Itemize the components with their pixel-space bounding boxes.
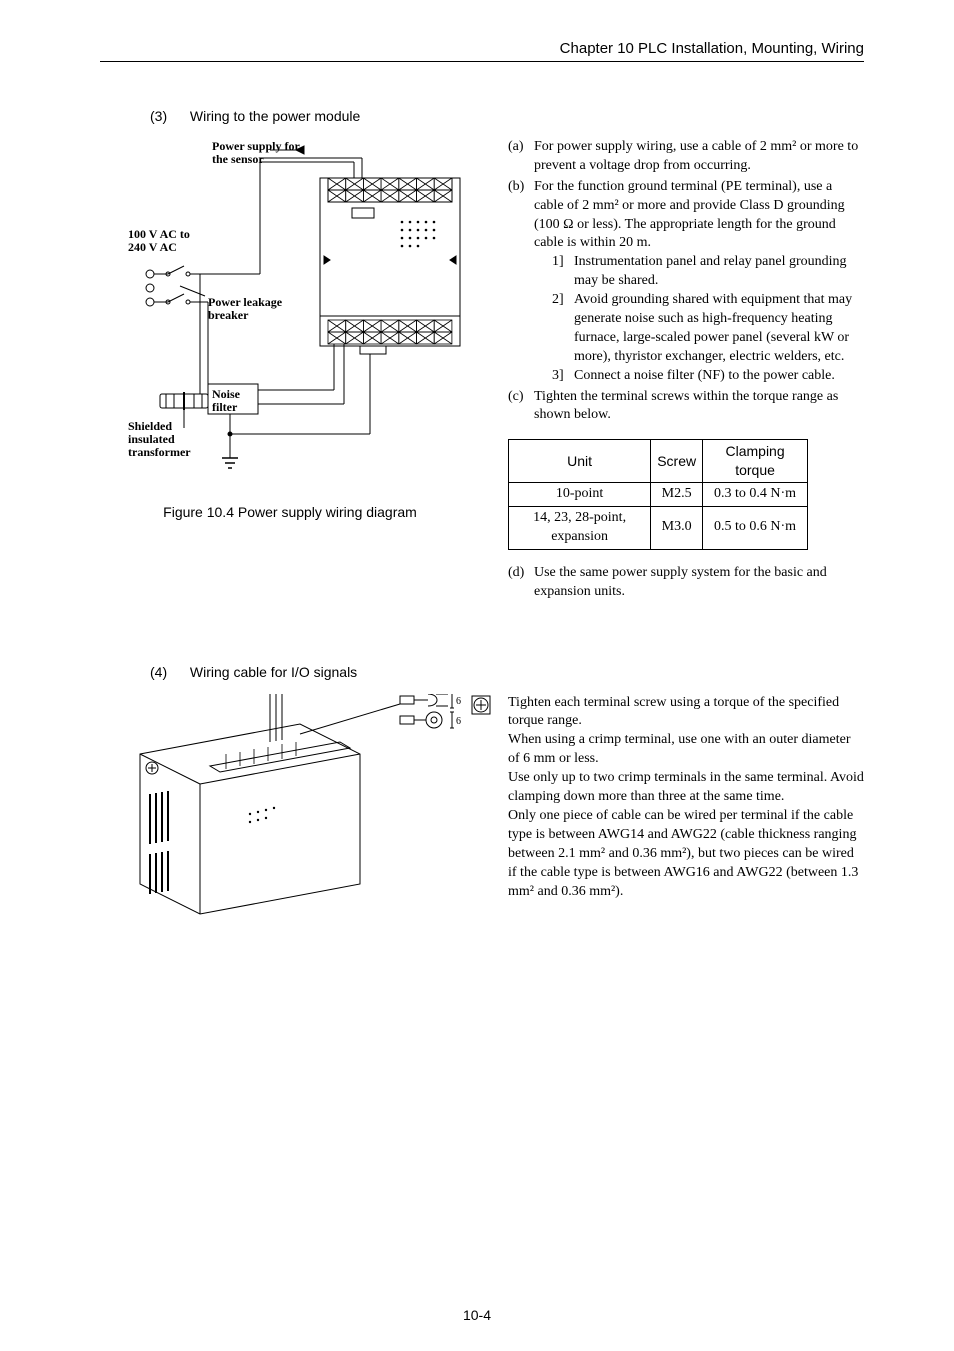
para-1: Tighten each terminal screw using a torq… (508, 694, 864, 732)
cell: 10-point (509, 483, 651, 507)
section4-diagram-column: 6 6 (100, 694, 480, 954)
para-4: Only one piece of cable can be wired per… (508, 807, 864, 901)
wiring-diagram-svg (100, 138, 480, 498)
cell: 0.5 to 0.6 N·m (703, 507, 808, 550)
section3-title: (3) Wiring to the power module (150, 108, 864, 124)
sub-2-text: Avoid grounding shared with equipment th… (574, 291, 864, 367)
para-3: Use only up to two crimp terminals in th… (508, 769, 864, 807)
th-screw: Screw (651, 440, 703, 483)
cell: M3.0 (651, 507, 703, 550)
item-a-text: For power supply wiring, use a cable of … (534, 138, 864, 176)
page-number: 10-4 (0, 1307, 954, 1323)
io-diagram-svg: 6 6 (100, 694, 520, 954)
item-c-label: (c) (508, 388, 534, 426)
section3-diagram-column: Power supply for the sensor 100 V AC to … (100, 138, 480, 604)
screw-torque-table: Unit Screw Clamping torque 10-point M2.5… (508, 439, 808, 549)
sub-3-text: Connect a noise filter (NF) to the power… (574, 367, 864, 386)
section4-text-column: Tighten each terminal screw using a torq… (508, 694, 864, 954)
table-row: 10-point M2.5 0.3 to 0.4 N·m (509, 483, 808, 507)
crimp-dim-6: 6 (456, 696, 461, 707)
item-d-label: (d) (508, 564, 534, 602)
sub-3-label: 3] (552, 367, 574, 386)
io-diagram: 6 6 (100, 694, 480, 954)
item-a-label: (a) (508, 138, 534, 176)
cell: M2.5 (651, 483, 703, 507)
th-torque: Clamping torque (703, 440, 808, 483)
wiring-diagram: Power supply for the sensor 100 V AC to … (100, 138, 480, 498)
item-b-body: For the function ground terminal (PE ter… (534, 179, 845, 251)
cell: 14, 23, 28-point, expansion (509, 507, 651, 550)
chapter-header: Chapter 10 PLC Installation, Mounting, W… (100, 40, 864, 62)
th-unit: Unit (509, 440, 651, 483)
sub-1-label: 1] (552, 253, 574, 291)
crimp-dim-6b: 6 (456, 716, 461, 727)
section4-title-text: Wiring cable for I/O signals (190, 664, 357, 680)
table-row: 14, 23, 28-point, expansion M3.0 0.5 to … (509, 507, 808, 550)
section4-title: (4) Wiring cable for I/O signals (150, 664, 864, 680)
section3-title-text: Wiring to the power module (190, 108, 360, 124)
section4-number: (4) (150, 664, 186, 680)
sub-1-text: Instrumentation panel and relay panel gr… (574, 253, 864, 291)
section3-number: (3) (150, 108, 186, 124)
item-b-text: For the function ground terminal (PE ter… (534, 178, 864, 386)
section3-text-column: (a) For power supply wiring, use a cable… (508, 138, 864, 604)
figure-caption: Figure 10.4 Power supply wiring diagram (100, 504, 480, 520)
item-c-text: Tighten the terminal screws within the t… (534, 388, 864, 426)
item-b-label: (b) (508, 178, 534, 386)
cell: 0.3 to 0.4 N·m (703, 483, 808, 507)
para-2: When using a crimp terminal, use one wit… (508, 731, 864, 769)
item-d-text: Use the same power supply system for the… (534, 564, 864, 602)
sub-2-label: 2] (552, 291, 574, 367)
